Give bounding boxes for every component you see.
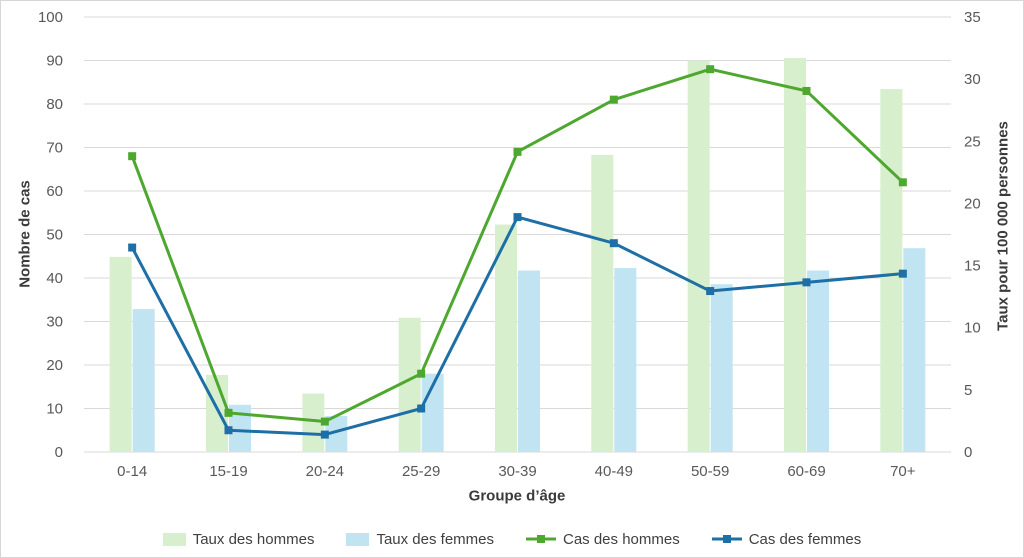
bar-taux-des-hommes-30-39: [495, 224, 517, 452]
bar-taux-des-femmes-20-24: [325, 415, 348, 452]
tick-label: 40: [46, 270, 63, 287]
tick-label: 60: [46, 183, 63, 200]
marker-cas-des-hommes-50-59: [706, 65, 715, 74]
bars-taux-des-hommes: [109, 58, 903, 453]
marker-cas-des-hommes-25-29: [417, 369, 426, 378]
bar-taux-des-femmes-30-39: [518, 270, 540, 452]
tick-label: 20: [46, 357, 63, 374]
bar-taux-des-femmes-15-19: [229, 404, 251, 452]
marker-cas-des-femmes-0-14: [128, 243, 137, 252]
bars-taux-des-femmes: [132, 248, 926, 452]
tick-label: 10: [964, 320, 981, 337]
tick-label: 50: [46, 227, 63, 244]
tick-label: 30: [964, 71, 981, 88]
marker-cas-des-hommes-70: [898, 178, 907, 187]
legend-label: Cas des hommes: [563, 530, 680, 548]
tick-label: 100: [38, 9, 63, 26]
tick-label: 25: [964, 133, 981, 150]
tick-label: 30: [46, 314, 63, 331]
legend-bar-swatch: [162, 532, 186, 546]
tick-label: 30-39: [498, 463, 536, 480]
legend-line-swatch: [526, 533, 556, 545]
marker-cas-des-femmes-30-39: [513, 213, 522, 222]
tick-label: 80: [46, 96, 63, 113]
legend-label: Cas des femmes: [748, 530, 862, 548]
legend-label: Taux des hommes: [192, 530, 315, 548]
line-cas-des-hommes: [128, 65, 907, 426]
bar-taux-des-hommes-0-14: [109, 256, 132, 452]
tick-label: 40-49: [595, 463, 633, 480]
marker-cas-des-hommes-0-14: [128, 152, 137, 161]
tick-label: 60-69: [787, 463, 825, 480]
tick-label: 0-14: [117, 463, 147, 480]
tick-label: 15: [964, 258, 981, 275]
tick-label: 20: [964, 195, 981, 212]
marker-cas-des-hommes-30-39: [513, 147, 522, 156]
tick-label: 70: [46, 140, 63, 157]
left-axis-ticks: 0 10 20 30 40 50 60 70 80 90 100: [38, 9, 63, 461]
gridlines: [84, 16, 951, 453]
legend: Taux des hommes Taux des femmes Cas des ho…: [1, 528, 1023, 550]
tick-label: 0: [964, 444, 972, 461]
marker-cas-des-hommes-20-24: [320, 417, 329, 426]
tick-label: 70+: [890, 463, 916, 480]
legend-item-cas-des-hommes: Cas des hommes: [526, 531, 680, 548]
legend-label: Taux des femmes: [376, 530, 494, 548]
bar-taux-des-hommes-70: [880, 89, 903, 452]
bar-taux-des-femmes-0-14: [132, 309, 155, 452]
marker-cas-des-femmes-15-19: [224, 426, 233, 435]
bar-taux-des-hommes-25-29: [398, 317, 421, 452]
right-axis-title: Taux pour 100 000 personnes: [994, 121, 1012, 331]
tick-label: 35: [964, 9, 981, 26]
right-axis-ticks: 0 5 10 15 20 25 30 35: [964, 9, 981, 461]
bar-taux-des-hommes-40-49: [591, 154, 614, 452]
tick-label: 90: [46, 53, 63, 70]
left-axis-title: Nombre de cas: [16, 180, 34, 288]
bar-taux-des-femmes-50-59: [710, 284, 733, 452]
bar-taux-des-femmes-40-49: [614, 268, 637, 452]
tick-label: 20-24: [306, 463, 344, 480]
marker-cas-des-femmes-50-59: [706, 287, 715, 296]
legend-item-taux-des-hommes: Taux des hommes: [162, 530, 315, 548]
tick-label: 0: [55, 444, 63, 461]
marker-cas-des-femmes-40-49: [609, 239, 618, 248]
bar-taux-des-femmes-60-69: [807, 270, 829, 452]
marker-cas-des-femmes-60-69: [802, 278, 811, 287]
legend-item-taux-des-femmes: Taux des femmes: [346, 531, 494, 548]
bar-taux-des-hommes-60-69: [784, 58, 806, 453]
marker-cas-des-femmes-25-29: [417, 404, 426, 413]
x-axis-title: Groupe d’âge: [468, 487, 566, 505]
marker-cas-des-femmes-20-24: [320, 430, 329, 439]
legend-item-cas-des-femmes: Cas des femmes: [711, 530, 862, 548]
line-cas-des-femmes: [128, 213, 907, 439]
tick-label: 50-59: [691, 463, 729, 480]
bar-taux-des-hommes-20-24: [302, 393, 325, 452]
tick-label: 25-29: [402, 463, 440, 480]
marker-cas-des-hommes-15-19: [224, 408, 233, 417]
marker-cas-des-hommes-40-49: [609, 95, 618, 104]
tick-label: 10: [46, 401, 63, 418]
tick-label: 15-19: [209, 463, 247, 480]
legend-bar-swatch: [346, 532, 370, 546]
marker-cas-des-hommes-60-69: [802, 86, 811, 95]
legend-line-swatch: [711, 533, 742, 545]
x-axis-ticks: 0-14 15-19 20-24 25-29 30-39 40-49 50-59 60-69 7…: [117, 463, 916, 480]
bar-taux-des-femmes-70: [903, 248, 926, 452]
marker-cas-des-femmes-70: [898, 269, 907, 278]
tick-label: 5: [964, 382, 972, 399]
bar-taux-des-hommes-50-59: [687, 60, 710, 452]
